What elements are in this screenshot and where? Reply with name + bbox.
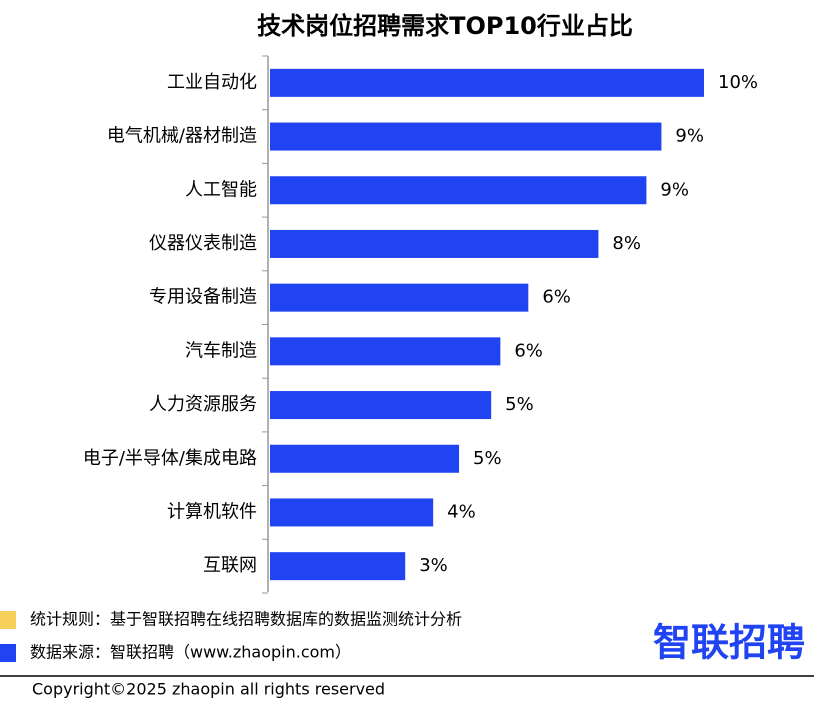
y-tick-label: 工业自动化 bbox=[167, 72, 257, 93]
bar bbox=[270, 444, 460, 473]
data-label: 10% bbox=[718, 72, 758, 93]
note: 统计规则：基于智联招聘在线招聘数据库的数据监测统计分析 bbox=[30, 610, 462, 629]
bar bbox=[270, 498, 434, 527]
bar bbox=[270, 176, 647, 205]
y-tick-label: 汽车制造 bbox=[185, 340, 257, 361]
data-label: 4% bbox=[447, 501, 476, 522]
data-label: 6% bbox=[514, 340, 543, 361]
data-label: 5% bbox=[473, 448, 502, 469]
bar bbox=[270, 68, 704, 97]
bar bbox=[270, 229, 599, 258]
data-label: 6% bbox=[542, 287, 571, 308]
y-tick-label: 仪器仪表制造 bbox=[149, 233, 257, 254]
bar bbox=[270, 391, 492, 420]
y-tick-label: 互联网 bbox=[203, 555, 257, 576]
y-tick-label: 人力资源服务 bbox=[149, 394, 257, 415]
data-label: 9% bbox=[675, 126, 704, 147]
logo: 智联招聘 bbox=[653, 621, 805, 665]
bar bbox=[270, 122, 662, 151]
bar bbox=[270, 283, 529, 312]
y-tick-label: 专用设备制造 bbox=[149, 287, 257, 308]
data-label: 9% bbox=[660, 179, 689, 200]
data-label: 5% bbox=[505, 394, 534, 415]
chart-title: 技术岗位招聘需求TOP10行业占比 bbox=[257, 12, 633, 40]
y-tick-label: 计算机软件 bbox=[167, 501, 257, 522]
note-swatch bbox=[0, 611, 16, 629]
y-tick-label: 人工智能 bbox=[185, 179, 257, 200]
y-tick-label: 电子/半导体/集成电路 bbox=[83, 448, 257, 469]
note: 数据来源：智联招聘（www.zhaopin.com） bbox=[30, 643, 351, 662]
data-label: 8% bbox=[612, 233, 641, 254]
data-label: 3% bbox=[419, 555, 448, 576]
note-swatch bbox=[0, 644, 16, 662]
bar bbox=[270, 552, 406, 581]
copyright: Copyright©2025 zhaopin all rights reserv… bbox=[32, 680, 385, 699]
bar bbox=[270, 337, 501, 366]
y-tick-label: 电气机械/器材制造 bbox=[107, 126, 257, 147]
